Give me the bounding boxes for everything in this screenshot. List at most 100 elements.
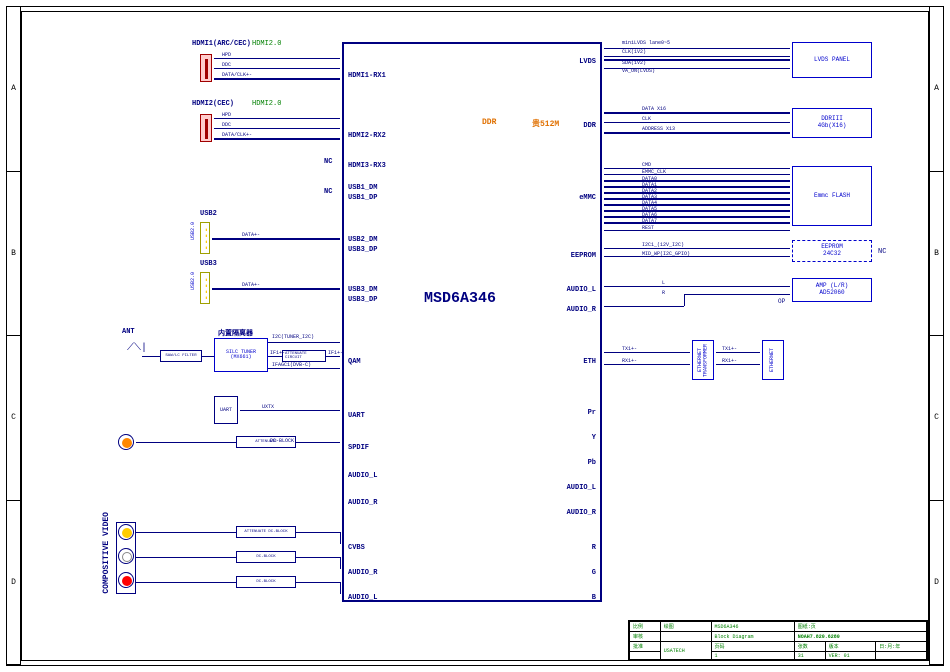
wire [240, 410, 340, 411]
wire [604, 352, 690, 353]
emmc-block: Emmc FLASH [792, 166, 872, 226]
pin-eth: ETH [583, 358, 596, 366]
wire [684, 294, 685, 306]
pin-usb1-dm: USB1_DM [348, 184, 377, 192]
bus [604, 198, 790, 200]
usb2-connector-icon [200, 222, 210, 254]
hdmi2-connector-icon [200, 114, 212, 142]
usb2-sig: DATA+- [242, 232, 260, 238]
chip-name: MSD6A346 [424, 290, 496, 307]
title-block: 比例 绘图 MSD6A346 图纸:页 审核 Block Diagram NOA… [628, 620, 928, 660]
wire [604, 56, 790, 57]
wire [214, 58, 340, 59]
eth-sig1: RX1+- [622, 358, 637, 364]
pin-cvbs: CVBS [348, 544, 365, 552]
tb-r1c3: MSD6A346 [711, 622, 794, 632]
pin-qam: QAM [348, 358, 361, 366]
wire [684, 294, 790, 295]
tb-r3c4: 张数 [794, 642, 825, 652]
ruler-cell: D [7, 501, 20, 666]
wire [604, 122, 790, 123]
pin-usb2-dm: USB2_DM [348, 236, 377, 244]
bus [214, 138, 340, 140]
eeprom-sig1: MID_WP(I2C_GPIO) [642, 251, 690, 257]
bus-ddr [604, 112, 790, 114]
wire [214, 68, 340, 69]
wire [604, 256, 790, 257]
tb-r1c1: 比例 [630, 622, 661, 632]
wire [340, 582, 341, 594]
nc2: NC [324, 188, 332, 196]
tb-r4c6 [876, 652, 927, 661]
pin-ddr: DDR [583, 122, 596, 130]
pin-usb1-dp: USB1_DP [348, 194, 377, 202]
tb-r4c1 [630, 652, 661, 661]
emmc-sig0: CMD [642, 162, 651, 168]
hdmi2-sig0: HPD [222, 112, 231, 118]
tb-r3c5: 版本 [825, 642, 876, 652]
wire [214, 128, 340, 129]
tb-r4c4: 31 [794, 652, 825, 661]
hdmi2-sig2: DATA/CLK+- [222, 132, 252, 138]
hdmi2-header: HDMI2(CEC) [192, 100, 234, 108]
main-chip: MSD6A346 HDMI1-RX1 HDMI2-RX2 HDMI3-RX3 U… [342, 42, 602, 602]
uart-sig: UXTX [262, 404, 274, 410]
pin-usb3-dp: USB3_DP [348, 296, 377, 304]
cvbs-jack-white-icon [118, 548, 134, 564]
pin-uart: UART [348, 412, 365, 420]
pin-emmc: eMMC [579, 194, 596, 202]
amp-op: OP [778, 298, 785, 305]
cvbs-box2: DC-BLOCK [236, 576, 296, 588]
eeprom-line2: 24C32 [823, 251, 841, 258]
emmc-sig10: REST [642, 225, 654, 231]
usb3-sig: DATA+- [242, 282, 260, 288]
pin-g: G [592, 569, 596, 577]
hdmi1-header: HDMI1(ARC/CEC) [192, 40, 251, 48]
bus [604, 216, 790, 218]
usb3-green: USB2.0 [190, 272, 196, 290]
hdmi2-green: HDMI2.0 [252, 100, 281, 108]
bus [212, 238, 340, 240]
tuner-label: SILC TUNER (MX661) [215, 350, 267, 361]
ruler-cell: A [7, 7, 20, 172]
wire [604, 248, 790, 249]
spdif-jack-icon [118, 434, 134, 450]
cvbs-box1: DC-BLOCK [236, 551, 296, 563]
wire [268, 368, 340, 369]
pin-b: B [592, 594, 596, 602]
ddr-line2: 4Gb(X16) [818, 123, 847, 130]
ruler-cell: B [930, 172, 943, 337]
wire [604, 168, 790, 169]
ruler-cell: C [7, 336, 20, 501]
wire [202, 356, 214, 357]
pin-lvds: LVDS [579, 58, 596, 66]
pin-usb3-dm: USB3_DM [348, 286, 377, 294]
tb-r3c1: 批准 [630, 642, 661, 652]
pin-audio-r3: AUDIO_R [567, 509, 596, 517]
wire [136, 532, 236, 533]
eeprom-sig0: I2C1_(12V_I2C) [642, 242, 684, 248]
lvds-sig0: miniLVDS lane0~5 [622, 40, 670, 46]
pin-hdmi1-rx1: HDMI1-RX1 [348, 72, 386, 80]
ddr-block: DDRIII 4Gb(X16) [792, 108, 872, 138]
bus [604, 192, 790, 194]
lvds-panel-block: LVDS PANEL [792, 42, 872, 78]
eth2-sig0: TX1+- [722, 346, 737, 352]
bus [214, 78, 340, 80]
hdmi2-sig1: DDC [222, 122, 231, 128]
cvbs-jack-yellow-icon [118, 524, 134, 540]
pin-spdif: SPDIF [348, 444, 369, 452]
pin-audio-l3: AUDIO_L [567, 484, 596, 492]
tuner-title: 内置隔离器 [218, 328, 253, 338]
ruler-cell: B [7, 172, 20, 337]
bus [604, 180, 790, 182]
pin-usb2-dp: USB3_DP [348, 246, 377, 254]
usb2-header: USB2 [200, 210, 217, 218]
pin-hdmi3-rx3: HDMI3-RX3 [348, 162, 386, 170]
wire [268, 356, 282, 357]
cvbs-box0: ATTENUATE DC-BLOCK [236, 526, 296, 538]
amp-line2: AD52060 [819, 290, 844, 297]
eeprom-nc: NC [878, 248, 886, 256]
lvds-sig3: VA_ON(LVDS) [622, 68, 655, 74]
wire [296, 442, 340, 443]
